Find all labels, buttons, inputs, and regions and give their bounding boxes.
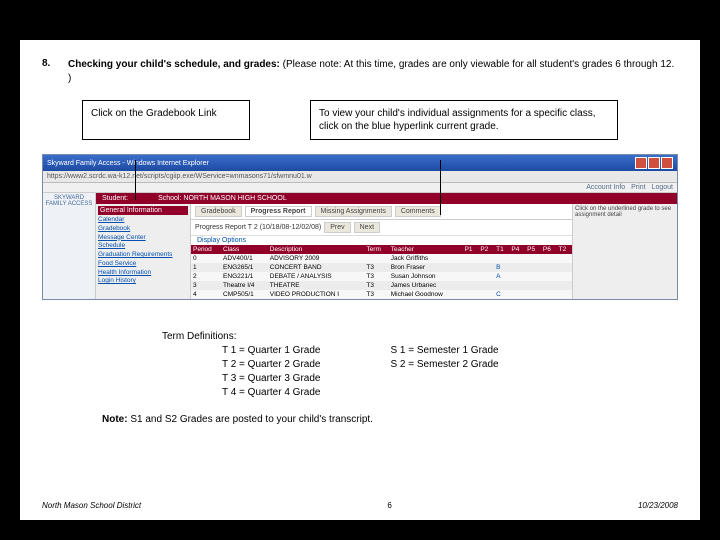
tab-strip: Gradebook Progress Report Missing Assign… — [191, 204, 572, 220]
callout-gradebook: Click on the Gradebook Link — [82, 100, 250, 140]
side-nav-header: General Information — [98, 206, 188, 215]
sidenav-item[interactable]: Health Information — [98, 269, 188, 278]
tab-missing[interactable]: Missing Assignments — [315, 206, 392, 217]
sidenav-item[interactable]: Login History — [98, 277, 188, 286]
report-label: Progress Report T 2 (10/18/08-12/02/08) — [195, 224, 321, 231]
transcript-note: Note: S1 and S2 Grades are posted to you… — [102, 414, 678, 425]
tab-gradebook[interactable]: Gradebook — [195, 206, 242, 217]
footer-page: 6 — [387, 501, 391, 510]
btn-next[interactable]: Next — [354, 222, 380, 233]
sidenav-item[interactable]: Food Service — [98, 260, 188, 269]
display-options[interactable]: Display Options — [191, 236, 572, 245]
sidenav-item[interactable]: Message Center — [98, 234, 188, 243]
table-row: 1ENG265/1CONCERT BANDT3Bron FraserB — [191, 263, 572, 272]
sidenav-item[interactable]: Gradebook — [98, 225, 188, 234]
terms-title: Term Definitions: — [162, 330, 320, 344]
window-buttons[interactable] — [635, 157, 673, 169]
brand-logo: SKYWARD FAMILY ACCESS — [43, 193, 96, 299]
side-nav: General Information CalendarGradebookMes… — [96, 204, 191, 299]
page-footer: North Mason School District 6 10/23/2008 — [20, 501, 700, 510]
browser-screenshot: Skyward Family Access - Windows Internet… — [42, 154, 678, 300]
step-text: Checking your child's schedule, and grad… — [68, 58, 678, 86]
footer-left: North Mason School District — [42, 501, 141, 510]
table-row: 0ADV400/1ADVISORY 2009Jack Griffiths — [191, 254, 572, 263]
link-logout[interactable]: Logout — [652, 184, 673, 191]
sidenav-item[interactable]: Graduation Requirements — [98, 251, 188, 260]
tab-comments[interactable]: Comments — [395, 206, 441, 217]
table-row: 2ENG221/1DEBATE / ANALYSIST3Susan Johnso… — [191, 272, 572, 281]
tab-progress[interactable]: Progress Report — [245, 206, 312, 217]
sidenav-item[interactable]: Calendar — [98, 216, 188, 225]
callout-grade-link: To view your child's individual assignme… — [310, 100, 618, 140]
right-note: Click on the underlined grade to see ass… — [572, 204, 677, 299]
btn-prev[interactable]: Prev — [324, 222, 350, 233]
term-definitions: Term Definitions: T 1 = Quarter 1 Grade … — [162, 330, 678, 400]
step-bold: Checking your child's schedule, and grad… — [68, 59, 280, 70]
student-bar: Student: School: NORTH MASON HIGH SCHOOL — [96, 193, 677, 204]
grade-table: PeriodClassDescriptionTermTeacherP1P2T1P… — [191, 245, 572, 299]
footer-date: 10/23/2008 — [638, 501, 678, 510]
step-number: 8. — [42, 58, 58, 69]
top-links: Account Info Print Logout — [43, 183, 677, 193]
link-print[interactable]: Print — [631, 184, 645, 191]
window-title: Skyward Family Access - Windows Internet… — [47, 160, 209, 167]
address-bar[interactable]: https://www2.scrdc.wa-k12.net/scripts/cg… — [43, 171, 677, 183]
grade-link[interactable]: C — [494, 290, 509, 299]
step-row: 8. Checking your child's schedule, and g… — [42, 58, 678, 86]
grade-link[interactable]: B — [494, 263, 509, 272]
window-titlebar: Skyward Family Access - Windows Internet… — [43, 155, 677, 171]
table-row: 4CMP505/1VIDEO PRODUCTION IT3Michael Goo… — [191, 290, 572, 299]
grade-link[interactable]: A — [494, 272, 509, 281]
link-account[interactable]: Account Info — [586, 184, 625, 191]
sidenav-item[interactable]: Schedule — [98, 242, 188, 251]
table-row: 3Theatre I/4THEATRET3James Urbanec — [191, 281, 572, 290]
